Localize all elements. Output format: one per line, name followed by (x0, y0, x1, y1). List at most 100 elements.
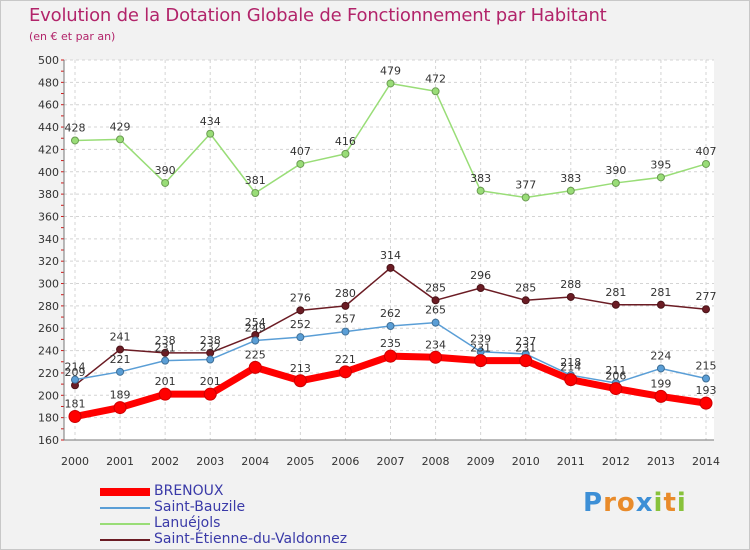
data-label-saint-bauzile: 262 (380, 307, 401, 320)
logo-letter: x (635, 488, 654, 518)
data-label-saint-etienne-du-valdonnez: 314 (380, 249, 401, 262)
logo-letter: o (616, 488, 636, 518)
data-point-saint-etienne-du-valdonnez (161, 348, 170, 357)
data-point-brenoux (203, 387, 217, 401)
data-point-saint-bauzile (386, 322, 395, 330)
x-tick-label: 2014 (692, 455, 720, 468)
data-label-lanuejols: 407 (696, 145, 717, 158)
data-point-saint-bauzile (702, 374, 710, 383)
y-tick-label: 360 (38, 210, 59, 223)
x-tick-label: 2001 (106, 455, 134, 468)
data-point-lanuejols (116, 135, 125, 144)
y-tick-label: 480 (38, 76, 59, 89)
x-tick-label: 2002 (151, 455, 179, 468)
data-point-brenoux (699, 396, 713, 410)
data-label-saint-bauzile: 221 (110, 353, 131, 366)
data-point-saint-etienne-du-valdonnez (611, 300, 620, 309)
data-point-lanuejols (206, 129, 215, 138)
data-label-brenoux: 214 (560, 361, 581, 374)
data-label-saint-bauzile: 214 (65, 361, 86, 374)
logo-letter: i (676, 488, 687, 518)
data-label-brenoux: 231 (515, 342, 536, 355)
data-point-lanuejols (566, 186, 575, 195)
data-point-lanuejols (251, 189, 260, 197)
y-tick-label: 220 (38, 367, 59, 380)
data-label-saint-etienne-du-valdonnez: 277 (696, 290, 717, 303)
data-point-lanuejols (161, 178, 170, 187)
data-label-brenoux: 189 (110, 389, 131, 402)
data-point-lanuejols (341, 149, 350, 158)
x-tick-label: 2012 (602, 455, 630, 468)
data-point-lanuejols (611, 178, 620, 187)
data-point-saint-bauzile (341, 327, 350, 336)
data-label-lanuejols: 479 (380, 64, 401, 77)
data-label-brenoux: 193 (696, 384, 717, 397)
data-point-lanuejols (702, 159, 710, 168)
data-point-lanuejols (521, 193, 530, 202)
data-label-saint-etienne-du-valdonnez: 238 (155, 334, 176, 347)
data-label-saint-bauzile: 218 (560, 356, 581, 369)
data-point-saint-bauzile (206, 355, 215, 364)
data-point-brenoux (519, 354, 533, 368)
data-point-brenoux (429, 350, 443, 364)
data-label-brenoux: 225 (245, 348, 266, 361)
y-tick-label: 300 (38, 278, 59, 291)
data-label-brenoux: 213 (290, 362, 311, 375)
x-tick-label: 2005 (286, 455, 314, 468)
data-point-brenoux (564, 373, 578, 387)
data-label-saint-bauzile: 237 (515, 335, 536, 348)
data-label-saint-bauzile: 224 (650, 349, 671, 362)
data-label-lanuejols: 381 (245, 174, 266, 187)
x-tick-label: 2009 (467, 455, 495, 468)
data-point-brenoux (113, 401, 127, 415)
data-point-brenoux (68, 410, 82, 424)
data-label-saint-bauzile: 249 (245, 322, 266, 335)
data-point-saint-etienne-du-valdonnez (116, 345, 125, 354)
data-point-saint-etienne-du-valdonnez (656, 300, 665, 309)
data-label-lanuejols: 390 (155, 164, 176, 177)
data-label-brenoux: 234 (425, 338, 446, 351)
data-point-saint-etienne-du-valdonnez (702, 305, 710, 314)
data-point-saint-etienne-du-valdonnez (296, 306, 305, 315)
data-point-brenoux (338, 365, 352, 379)
x-tick-label: 2006 (331, 455, 359, 468)
legend-swatch (100, 523, 150, 525)
y-tick-label: 420 (38, 143, 59, 156)
data-point-saint-etienne-du-valdonnez (431, 296, 440, 305)
data-label-saint-bauzile: 239 (470, 333, 491, 346)
data-point-saint-etienne-du-valdonnez (386, 263, 395, 272)
data-point-brenoux (654, 389, 668, 403)
data-label-saint-etienne-du-valdonnez: 254 (245, 316, 266, 329)
data-label-saint-etienne-du-valdonnez: 285 (515, 281, 536, 294)
x-tick-label: 2008 (422, 455, 450, 468)
y-tick-label: 200 (38, 389, 59, 402)
proxiti-logo: Proxiti (583, 488, 687, 518)
data-label-saint-bauzile: 265 (425, 304, 446, 317)
data-label-lanuejols: 472 (425, 72, 446, 85)
logo-letter: i (653, 488, 664, 518)
plot-area (64, 60, 714, 440)
data-label-saint-etienne-du-valdonnez: 296 (470, 269, 491, 282)
x-tick-label: 2013 (647, 455, 675, 468)
data-label-lanuejols: 434 (200, 115, 221, 128)
data-label-saint-etienne-du-valdonnez: 288 (560, 278, 581, 291)
data-point-saint-bauzile (161, 356, 170, 365)
legend-label: Lanuéjols (154, 515, 221, 531)
data-label-saint-bauzile: 252 (290, 318, 311, 331)
data-label-lanuejols: 390 (605, 164, 626, 177)
logo-letter: r (603, 488, 617, 518)
data-point-lanuejols (431, 87, 440, 96)
y-tick-label: 260 (38, 322, 59, 335)
y-tick-label: 400 (38, 166, 59, 179)
data-label-saint-etienne-du-valdonnez: 285 (425, 281, 446, 294)
data-label-saint-bauzile: 231 (155, 342, 176, 355)
legend-label: BRENOUX (154, 483, 224, 499)
legend-swatch (100, 488, 150, 496)
data-label-brenoux: 181 (65, 398, 86, 411)
data-point-brenoux (609, 382, 623, 396)
legend-label: Saint-Étienne-du-Valdonnez (154, 531, 348, 547)
x-tick-label: 2011 (557, 455, 585, 468)
data-label-brenoux: 201 (155, 375, 176, 388)
data-label-saint-etienne-du-valdonnez: 238 (200, 334, 221, 347)
